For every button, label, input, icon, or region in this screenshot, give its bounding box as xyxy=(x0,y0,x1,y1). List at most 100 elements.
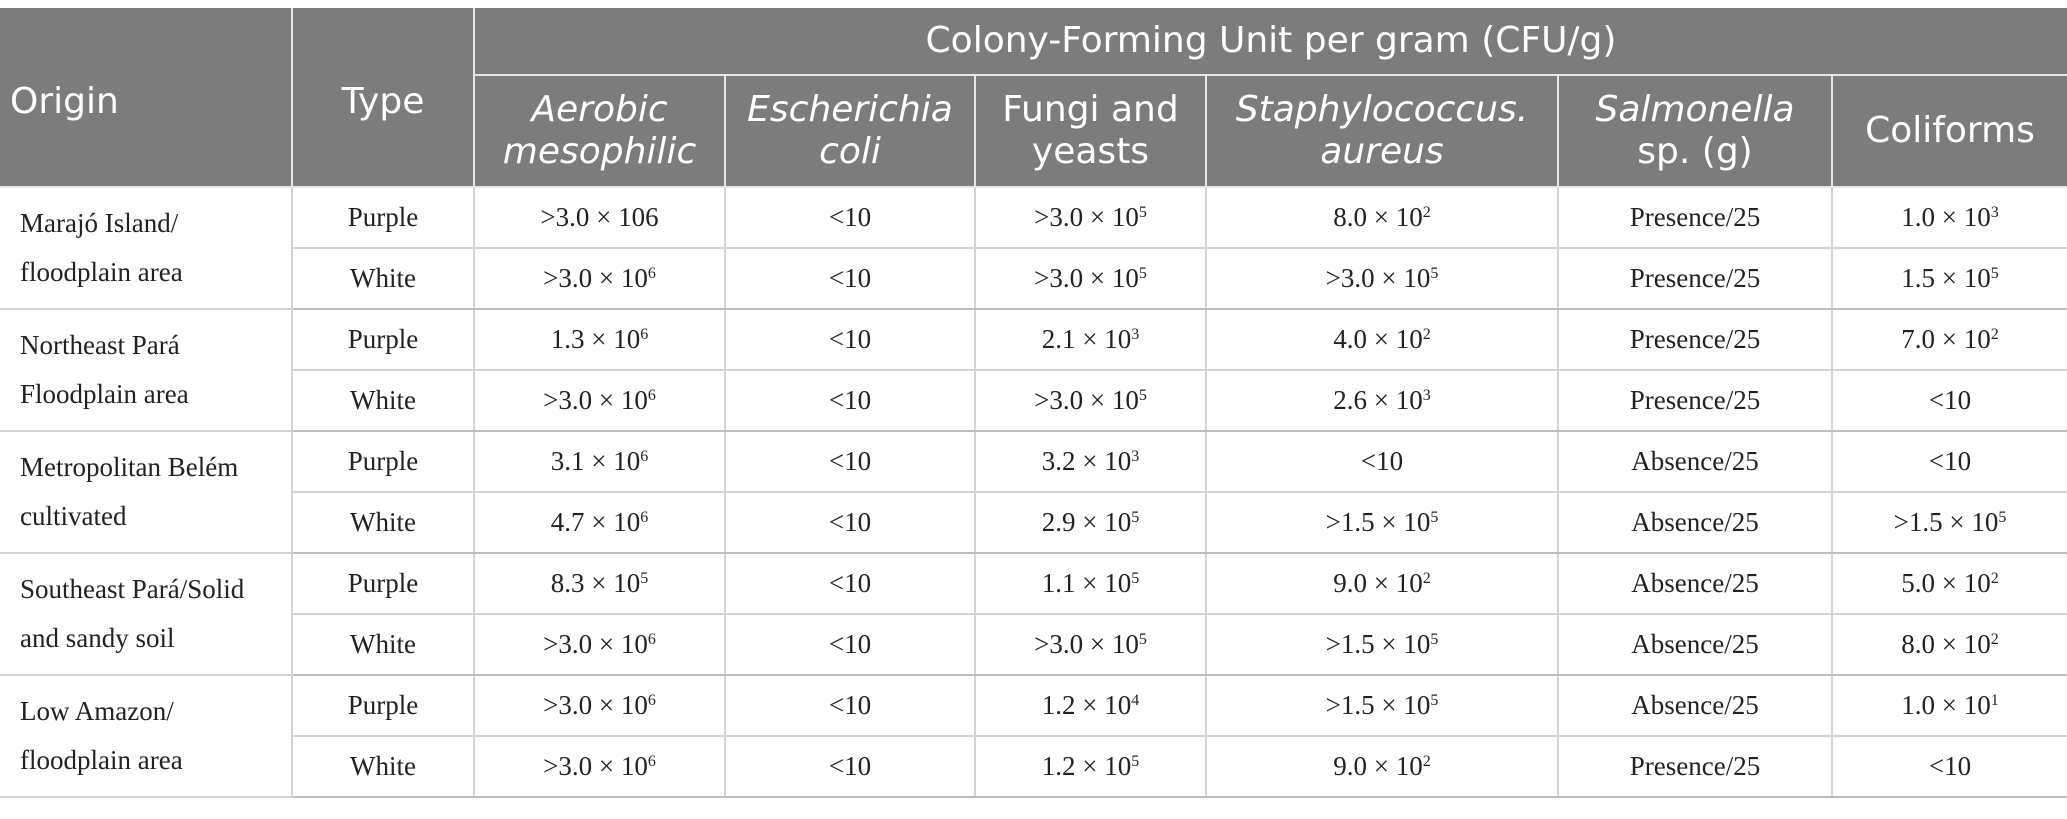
header-ecoli-line1: Escherichia xyxy=(747,89,953,130)
header-salmonella-line1: Salmonella xyxy=(1595,89,1795,130)
ecoli-cell: <10 xyxy=(724,613,976,676)
ecoli-cell: <10 xyxy=(724,735,976,798)
type-cell: White xyxy=(291,735,475,798)
fungi-cell: 3.2 × 103 xyxy=(974,430,1207,493)
header-fungi-line1: Fungi and xyxy=(1002,89,1179,130)
ecoli-cell: <10 xyxy=(724,247,976,310)
coliforms-cell: 1.5 × 105 xyxy=(1831,247,2067,310)
aerobic-cell: 3.1 × 106 xyxy=(473,430,726,493)
table-row: Metropolitan Belém cultivated Purple 3.1 ×… xyxy=(0,430,2067,554)
type-cell: Purple xyxy=(291,552,475,615)
origin-cell: Southeast Pará/Solid and sandy soil xyxy=(0,552,293,676)
table-row: Southeast Pará/Solid and sandy soil Purpl… xyxy=(0,552,2067,676)
table-row: White >3.0 × 106 <10 >3.0 × 105 2.6 × 103 Pre… xyxy=(0,369,2067,432)
ecoli-cell: <10 xyxy=(724,430,976,493)
salmonella-cell: Absence/25 xyxy=(1557,430,1833,493)
salmonella-cell: Presence/25 xyxy=(1557,735,1833,798)
staph-cell: 4.0 × 102 xyxy=(1205,308,1559,371)
aerobic-cell: >3.0 × 106 xyxy=(473,613,726,676)
ecoli-cell: <10 xyxy=(724,369,976,432)
table-row: White >3.0 × 106 <10 >3.0 × 105 >1.5 × 105 Ab… xyxy=(0,613,2067,676)
fungi-cell: >3.0 × 105 xyxy=(974,369,1207,432)
fungi-cell: >3.0 × 105 xyxy=(974,613,1207,676)
header-escherichia-coli: Escherichia coli xyxy=(724,75,976,188)
staph-cell: 8.0 × 102 xyxy=(1205,186,1559,249)
ecoli-cell: <10 xyxy=(724,491,976,554)
table-row: Low Amazon/ floodplain area Purple >3.0 × … xyxy=(0,674,2067,798)
coliforms-cell: 1.0 × 103 xyxy=(1831,186,2067,249)
type-cell: Purple xyxy=(291,430,475,493)
type-cell: Purple xyxy=(291,308,475,371)
staph-cell: 9.0 × 102 xyxy=(1205,735,1559,798)
coliforms-cell: <10 xyxy=(1831,369,2067,432)
header-salmonella-line2: sp. (g) xyxy=(1637,131,1753,172)
salmonella-cell: Absence/25 xyxy=(1557,491,1833,554)
table-row: Marajó Island/ floodplain area Purple >3.0… xyxy=(0,186,2067,310)
salmonella-cell: Presence/25 xyxy=(1557,369,1833,432)
staph-cell: 9.0 × 102 xyxy=(1205,552,1559,615)
header-ecoli-line2: coli xyxy=(819,131,881,172)
coliforms-cell: 5.0 × 102 xyxy=(1831,552,2067,615)
header-aerobic-line1: Aerobic xyxy=(531,89,668,130)
header-staphylococcus-aureus: Staphylococcus. aureus xyxy=(1205,75,1559,188)
staph-cell: >3.0 × 105 xyxy=(1205,247,1559,310)
origin-cell: Marajó Island/ floodplain area xyxy=(0,186,293,310)
coliforms-cell: 8.0 × 102 xyxy=(1831,613,2067,676)
table-body: Marajó Island/ floodplain area Purple >3.0… xyxy=(0,186,2067,798)
coliforms-cell: 7.0 × 102 xyxy=(1831,308,2067,371)
aerobic-cell: >3.0 × 106 xyxy=(473,186,726,249)
salmonella-cell: Absence/25 xyxy=(1557,552,1833,615)
coliforms-cell: <10 xyxy=(1831,430,2067,493)
table-row: Northeast Pará Floodplain area Purple 1.3 … xyxy=(0,308,2067,432)
staph-cell: >1.5 × 105 xyxy=(1205,674,1559,737)
header-aerobic-line2: mesophilic xyxy=(502,131,697,172)
aerobic-cell: 4.7 × 106 xyxy=(473,491,726,554)
staph-cell: >1.5 × 105 xyxy=(1205,491,1559,554)
coliforms-cell: 1.0 × 101 xyxy=(1831,674,2067,737)
header-cfu-group: Colony-Forming Unit per gram (CFU/g) xyxy=(473,8,2067,76)
cfu-table: Origin Type Colony-Forming Unit per gram… xyxy=(0,8,2067,798)
aerobic-cell: 8.3 × 105 xyxy=(473,552,726,615)
aerobic-cell: >3.0 × 106 xyxy=(473,247,726,310)
type-cell: White xyxy=(291,369,475,432)
table-header: Origin Type Colony-Forming Unit per gram… xyxy=(0,8,2067,188)
header-fungi-yeasts: Fungi and yeasts xyxy=(974,75,1207,188)
fungi-cell: 1.1 × 105 xyxy=(974,552,1207,615)
type-cell: White xyxy=(291,247,475,310)
ecoli-cell: <10 xyxy=(724,674,976,737)
header-coliforms: Coliforms xyxy=(1831,75,2067,188)
header-aerobic-mesophilic: Aerobic mesophilic xyxy=(473,75,726,188)
header-staph-line1: Staphylococcus. xyxy=(1235,89,1529,130)
header-salmonella: Salmonella sp. (g) xyxy=(1557,75,1833,188)
type-cell: White xyxy=(291,491,475,554)
header-type: Type xyxy=(291,8,475,188)
type-cell: White xyxy=(291,613,475,676)
origin-cell: Metropolitan Belém cultivated xyxy=(0,430,293,554)
fungi-cell: >3.0 × 105 xyxy=(974,186,1207,249)
fungi-cell: 2.1 × 103 xyxy=(974,308,1207,371)
salmonella-cell: Presence/25 xyxy=(1557,308,1833,371)
fungi-cell: 1.2 × 104 xyxy=(974,674,1207,737)
coliforms-cell: >1.5 × 105 xyxy=(1831,491,2067,554)
aerobic-cell: 1.3 × 106 xyxy=(473,308,726,371)
origin-cell: Low Amazon/ floodplain area xyxy=(0,674,293,798)
table-row: White >3.0 × 106 <10 1.2 × 105 9.0 × 102 Pres… xyxy=(0,735,2067,798)
coliforms-cell: <10 xyxy=(1831,735,2067,798)
aerobic-cell: >3.0 × 106 xyxy=(473,369,726,432)
salmonella-cell: Presence/25 xyxy=(1557,247,1833,310)
origin-cell: Northeast Pará Floodplain area xyxy=(0,308,293,432)
ecoli-cell: <10 xyxy=(724,552,976,615)
ecoli-cell: <10 xyxy=(724,186,976,249)
fungi-cell: >3.0 × 105 xyxy=(974,247,1207,310)
aerobic-cell: >3.0 × 106 xyxy=(473,674,726,737)
fungi-cell: 2.9 × 105 xyxy=(974,491,1207,554)
header-origin: Origin xyxy=(0,8,293,188)
type-cell: Purple xyxy=(291,674,475,737)
staph-cell: <10 xyxy=(1205,430,1559,493)
aerobic-cell: >3.0 × 106 xyxy=(473,735,726,798)
salmonella-cell: Absence/25 xyxy=(1557,674,1833,737)
header-fungi-line2: yeasts xyxy=(1031,131,1150,172)
header-staph-line2: aureus xyxy=(1320,131,1444,172)
table-row: White 4.7 × 106 <10 2.9 × 105 >1.5 × 105 Abse… xyxy=(0,491,2067,554)
table-row: White >3.0 × 106 <10 >3.0 × 105 >3.0 × 105 Pr… xyxy=(0,247,2067,310)
